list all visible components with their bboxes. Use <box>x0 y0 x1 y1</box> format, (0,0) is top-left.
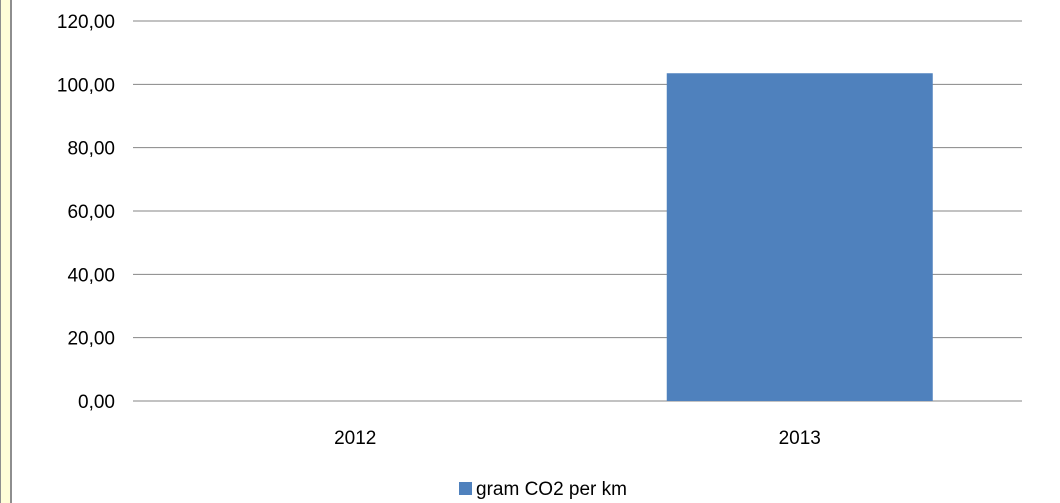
x-tick-label: 2013 <box>779 428 821 449</box>
legend-swatch <box>459 482 472 495</box>
y-tick-label: 20,00 <box>67 329 115 350</box>
y-tick-label: 80,00 <box>67 139 115 160</box>
x-axis-labels: 2012 2013 <box>334 428 821 449</box>
left-frame-border <box>0 0 12 503</box>
y-axis-labels: 0,00 20,00 40,00 60,00 80,00 100,00 120,00 <box>57 12 115 413</box>
y-tick-label: 40,00 <box>67 265 115 286</box>
x-tick-label: 2012 <box>334 428 376 449</box>
y-tick-label: 120,00 <box>57 12 115 33</box>
y-tick-label: 0,00 <box>78 392 115 413</box>
bars <box>666 73 933 401</box>
y-tick-label: 60,00 <box>67 202 115 223</box>
legend: gram CO2 per km <box>459 479 627 500</box>
bar-2013 <box>666 73 933 401</box>
legend-label: gram CO2 per km <box>476 479 627 500</box>
y-tick-label: 100,00 <box>57 75 115 96</box>
